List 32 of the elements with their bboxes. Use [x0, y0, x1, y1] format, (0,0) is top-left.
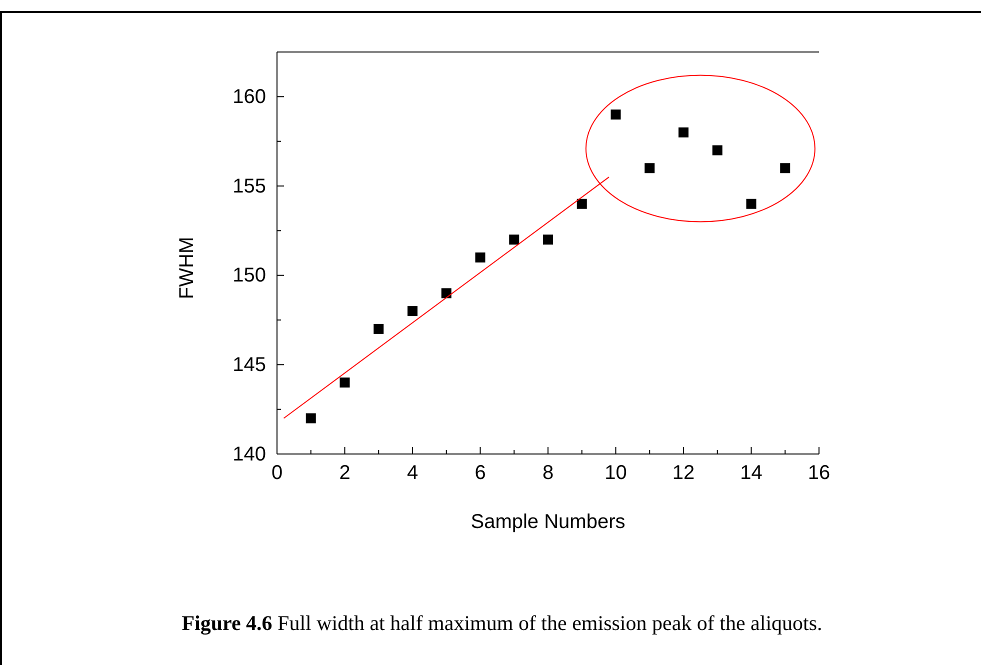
y-axis-title: FWHM [176, 236, 198, 300]
point [408, 306, 418, 316]
point [576, 198, 587, 209]
y-tick-label: 160 [232, 86, 266, 108]
x-axis-title: Sample Numbers [470, 511, 626, 533]
point [306, 413, 316, 424]
point [678, 127, 688, 138]
x-tick-label: 12 [672, 462, 695, 484]
x-tick-label: 10 [604, 462, 627, 484]
point [340, 378, 350, 388]
x-tick-label: 14 [740, 462, 762, 484]
point [441, 288, 452, 298]
x-tick-label: 4 [406, 462, 418, 484]
point [610, 110, 621, 120]
point [509, 234, 520, 245]
y-tick-label: 150 [232, 264, 266, 287]
x-tick-label: 16 [808, 462, 830, 484]
y-tick-label: 140 [232, 443, 266, 466]
point [475, 252, 486, 262]
x-tick-label: 8 [542, 462, 554, 484]
point [543, 234, 553, 245]
x-tick-label: 6 [474, 462, 486, 484]
point [644, 163, 655, 174]
x-tick-label: 2 [339, 462, 350, 484]
point [780, 163, 790, 174]
y-tick-label: 155 [232, 175, 266, 198]
point [712, 145, 722, 156]
point [746, 198, 756, 209]
caption: Figure 4.6 Full width at half maximum of the emission peak of the aliquots. [182, 611, 822, 635]
x-tick-label: 0 [271, 462, 283, 484]
point [374, 324, 384, 334]
y-tick-label: 145 [232, 354, 266, 376]
